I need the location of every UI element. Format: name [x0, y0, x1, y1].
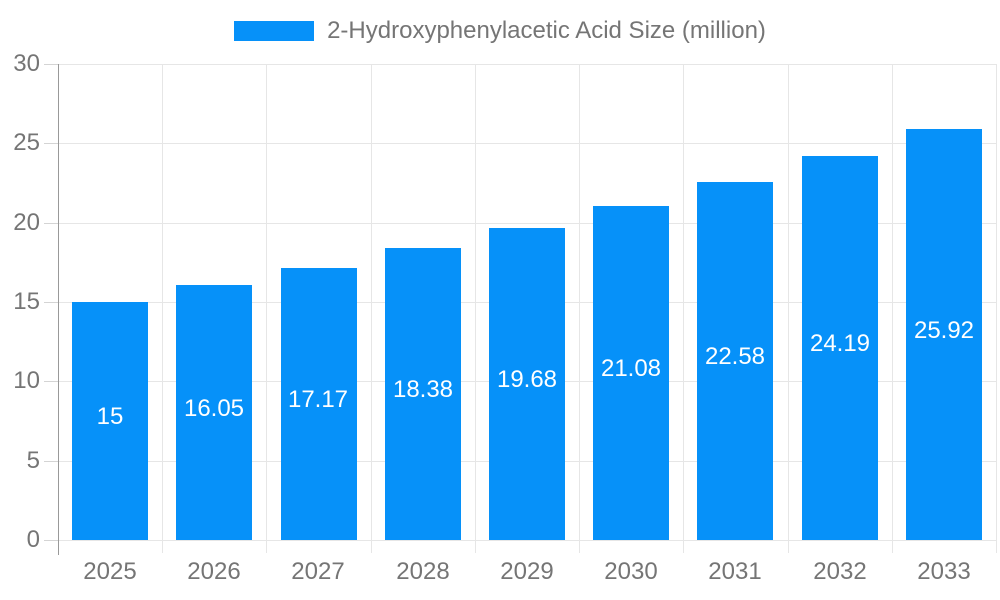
x-axis-label: 2028 [396, 558, 450, 585]
y-axis-tick [44, 302, 58, 303]
y-axis-tick [44, 64, 58, 65]
bar-2025[interactable] [72, 302, 148, 540]
y-axis-tick [44, 461, 58, 462]
y-axis-label: 30 [13, 50, 40, 77]
x-axis-label: 2031 [708, 558, 762, 585]
legend-swatch [234, 21, 315, 41]
y-axis-tick [44, 223, 58, 224]
bar-2031[interactable] [697, 182, 773, 540]
x-axis-label: 2027 [291, 558, 345, 585]
gridline-horizontal [58, 143, 996, 144]
x-axis-label: 2029 [500, 558, 554, 585]
x-axis-label: 2030 [604, 558, 658, 585]
y-axis-label: 15 [13, 288, 40, 315]
y-axis-tick [44, 381, 58, 382]
x-axis-label: 2033 [917, 558, 971, 585]
legend-label: 2-Hydroxyphenylacetic Acid Size (million… [327, 17, 766, 44]
gridline-vertical [475, 64, 476, 553]
gridline-vertical [266, 64, 267, 553]
bar-2027[interactable] [281, 268, 357, 540]
bar-2030[interactable] [593, 206, 669, 540]
gridline-horizontal [58, 223, 996, 224]
y-axis-label: 25 [13, 129, 40, 156]
bar-2028[interactable] [385, 248, 461, 540]
gridline-vertical [996, 64, 997, 553]
legend[interactable]: 2-Hydroxyphenylacetic Acid Size (million… [0, 18, 1000, 44]
bar-2032[interactable] [802, 156, 878, 540]
gridline-horizontal [58, 64, 996, 65]
y-axis-line [58, 64, 59, 555]
y-axis-tick [44, 143, 58, 144]
gridline-vertical [892, 64, 893, 553]
y-axis-label: 20 [13, 209, 40, 236]
y-axis-tick [44, 540, 58, 541]
gridline-vertical [162, 64, 163, 553]
y-axis-label: 0 [26, 526, 40, 553]
gridline-vertical [788, 64, 789, 553]
x-axis-label: 2032 [813, 558, 867, 585]
bar-2026[interactable] [176, 285, 252, 540]
gridline-vertical [579, 64, 580, 553]
y-axis-label: 5 [26, 447, 40, 474]
gridline-horizontal [58, 540, 996, 541]
x-axis-label: 2026 [187, 558, 241, 585]
gridline-vertical [371, 64, 372, 553]
y-axis-label: 10 [13, 367, 40, 394]
bar-2029[interactable] [489, 228, 565, 540]
gridline-vertical [683, 64, 684, 553]
x-axis-label: 2025 [83, 558, 137, 585]
bar-2033[interactable] [906, 129, 982, 540]
